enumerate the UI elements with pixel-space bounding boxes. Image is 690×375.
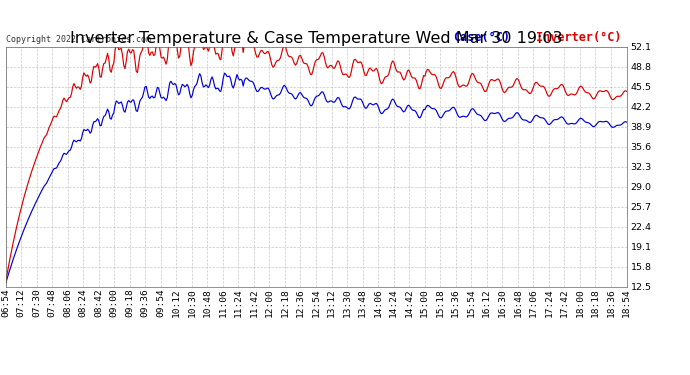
Title: Inverter Temperature & Case Temperature Wed Mar 30 19:03: Inverter Temperature & Case Temperature … bbox=[70, 31, 562, 46]
Text: Copyright 2022 Cartronics.com: Copyright 2022 Cartronics.com bbox=[6, 36, 150, 45]
Text: Inverter(°C): Inverter(°C) bbox=[537, 32, 622, 45]
Text: Case(°C): Case(°C) bbox=[453, 32, 510, 45]
